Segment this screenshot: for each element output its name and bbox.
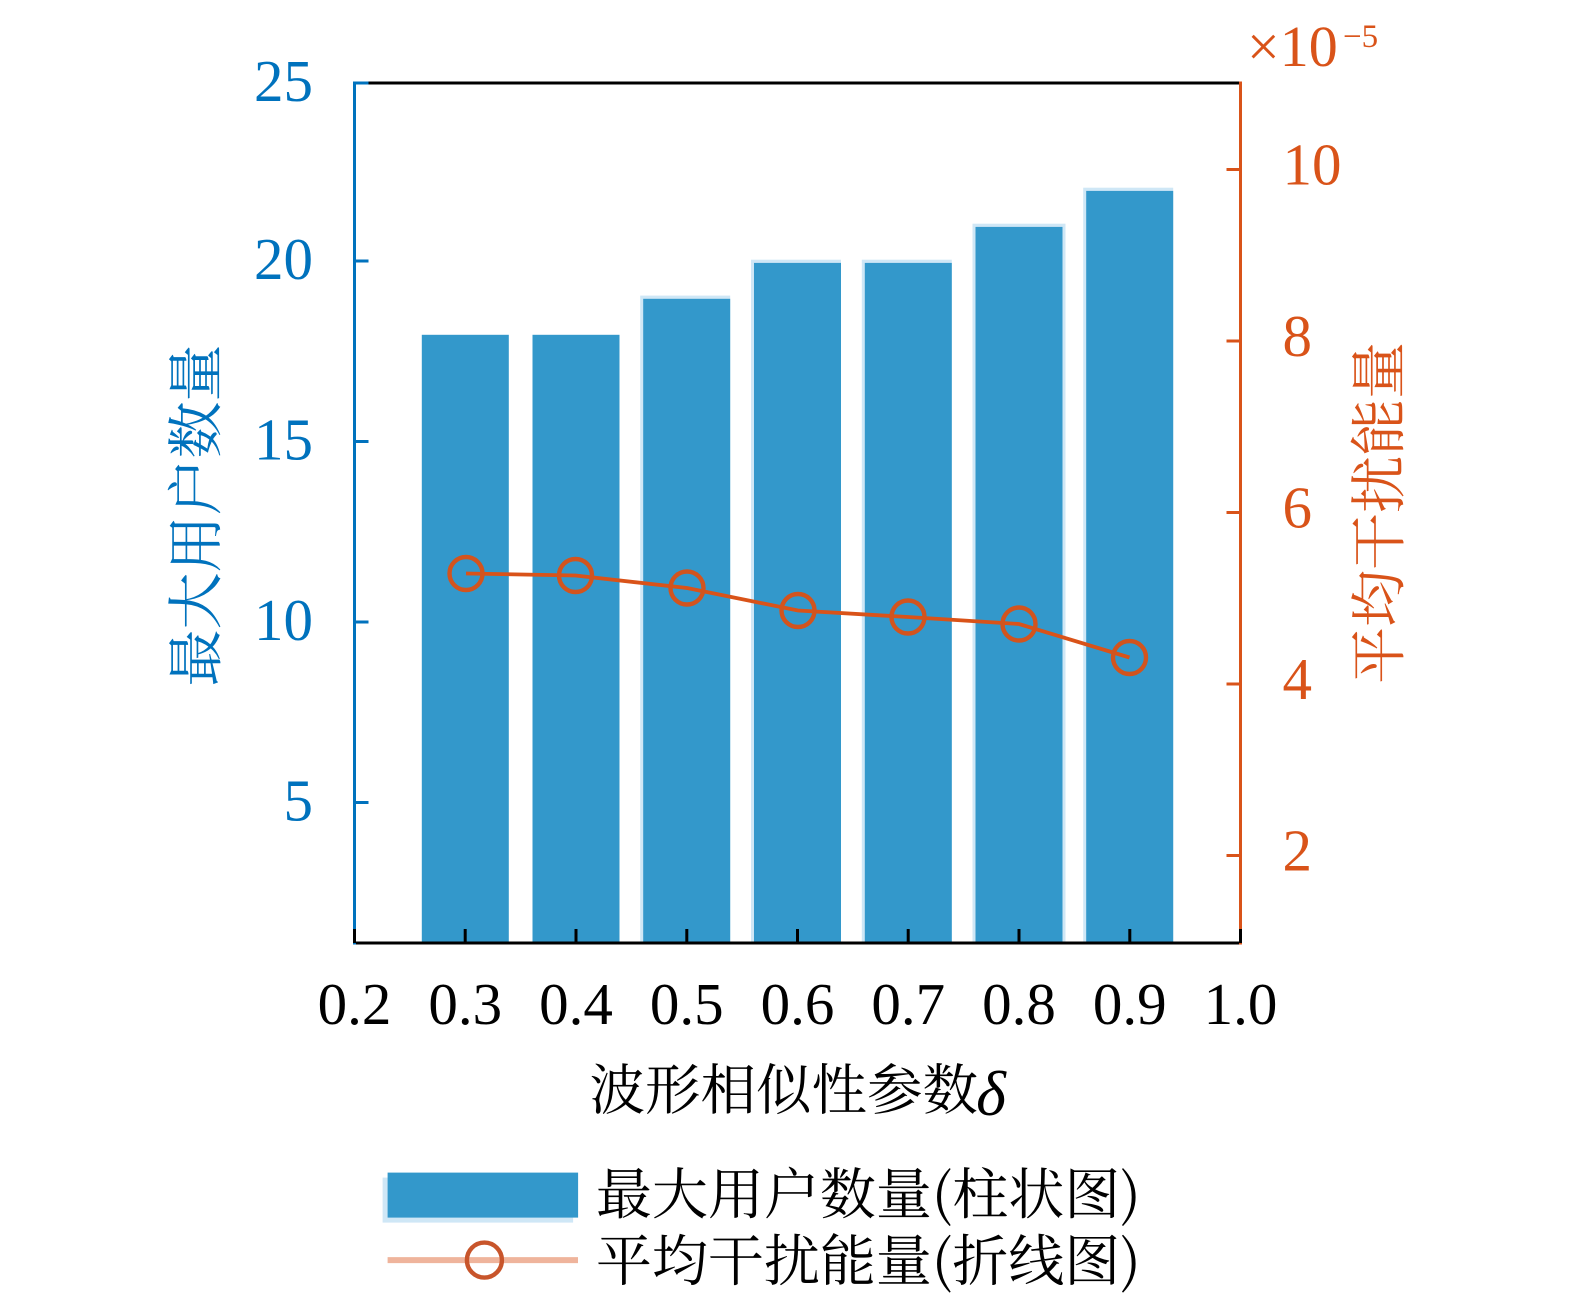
svg-text:10: 10 [254, 587, 313, 653]
svg-text:0.9: 0.9 [1093, 971, 1167, 1037]
svg-text:0.3: 0.3 [428, 971, 502, 1037]
svg-text:0.8: 0.8 [982, 971, 1056, 1037]
svg-text:δ: δ [976, 1058, 1007, 1129]
svg-text:0.6: 0.6 [761, 971, 835, 1037]
svg-text:25: 25 [254, 48, 313, 114]
svg-text:0.4: 0.4 [539, 971, 613, 1037]
svg-text:×10: ×10 [1247, 14, 1338, 79]
svg-text:0.5: 0.5 [650, 971, 724, 1037]
svg-text:8: 8 [1283, 303, 1313, 369]
svg-text:0.2: 0.2 [318, 971, 392, 1037]
svg-text:0.7: 0.7 [871, 971, 945, 1037]
svg-text:4: 4 [1283, 646, 1313, 712]
svg-text:2: 2 [1283, 818, 1313, 884]
svg-text:15: 15 [254, 407, 313, 473]
svg-text:1.0: 1.0 [1204, 971, 1278, 1037]
svg-text:20: 20 [254, 226, 313, 292]
svg-text:10: 10 [1283, 132, 1342, 198]
svg-text:−5: −5 [1343, 19, 1378, 55]
svg-text:5: 5 [284, 768, 314, 834]
svg-text:6: 6 [1283, 475, 1313, 541]
